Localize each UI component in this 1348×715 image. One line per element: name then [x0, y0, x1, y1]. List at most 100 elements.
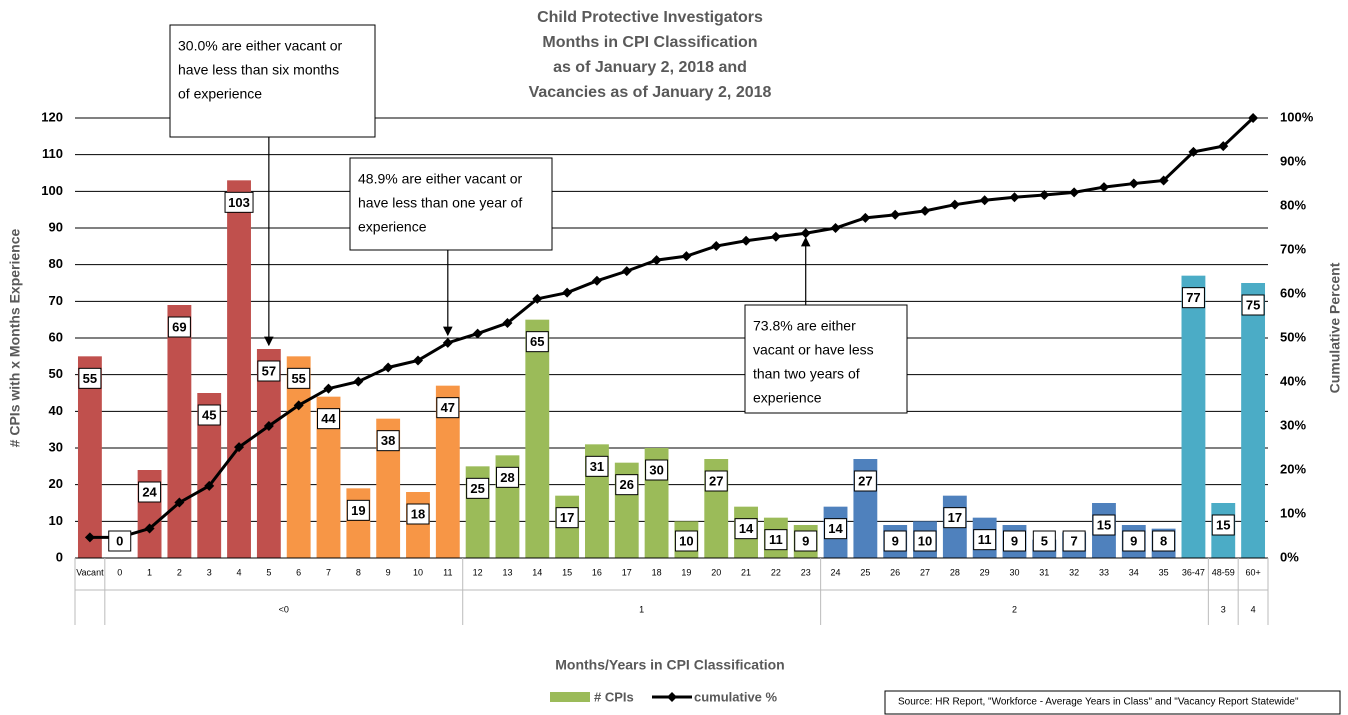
line-marker — [770, 231, 781, 242]
y2-tick-label: 80% — [1280, 197, 1306, 212]
x-tick-label: 0 — [117, 567, 122, 577]
data-label-box — [1092, 514, 1116, 536]
group-label: 1 — [639, 604, 644, 614]
bar — [376, 418, 401, 558]
data-label: 10 — [679, 533, 693, 548]
y2-tick-label: 100% — [1280, 109, 1314, 124]
x-tick-label: 31 — [1039, 567, 1049, 577]
chart-title: Vacancies as of January 2, 2018 — [529, 84, 772, 101]
group-label: 4 — [1251, 604, 1256, 614]
data-label: 55 — [83, 371, 97, 386]
y-tick-label: 20 — [49, 476, 63, 491]
data-label-box — [883, 530, 907, 552]
annotation-text: experience — [753, 390, 822, 406]
data-label: 11 — [769, 532, 783, 547]
line-marker — [681, 251, 692, 262]
x-tick-label: 25 — [860, 567, 870, 577]
x-tick-label: 16 — [592, 567, 602, 577]
line-marker — [830, 223, 841, 233]
line-marker — [1128, 178, 1139, 189]
data-label-box — [1032, 530, 1056, 552]
annotation-box — [349, 157, 553, 251]
line-marker — [323, 383, 334, 394]
data-label: 25 — [470, 481, 484, 496]
y2-tick-label: 90% — [1280, 153, 1306, 168]
data-label-box — [794, 530, 818, 552]
legend-label: cumulative % — [694, 689, 778, 704]
x-tick-label: 34 — [1129, 567, 1139, 577]
x-tick-label: 4 — [237, 567, 242, 577]
line-marker — [144, 523, 155, 534]
annotation-text: of experience — [178, 86, 262, 102]
y-axis-label: # CPIs with x Months Experience — [7, 228, 23, 447]
data-label-box — [1152, 530, 1176, 552]
bar — [435, 385, 460, 558]
data-label: 15 — [1216, 517, 1230, 532]
line-marker — [1248, 113, 1259, 123]
legend-marker — [667, 692, 677, 702]
bar — [406, 492, 430, 558]
data-label-box — [913, 530, 937, 552]
line-marker — [979, 195, 990, 206]
group-label: <0 — [279, 604, 289, 614]
data-label-box — [1181, 287, 1205, 309]
line-marker — [1218, 141, 1229, 152]
bar — [346, 488, 371, 558]
line-marker — [591, 275, 602, 286]
x-tick-label: 11 — [443, 567, 452, 577]
data-label-box — [495, 466, 519, 488]
data-label-box — [615, 474, 639, 496]
data-label-box — [138, 481, 162, 503]
line-marker — [562, 287, 573, 298]
x-tick-label: 8 — [356, 567, 361, 577]
line-marker — [1039, 190, 1050, 200]
line-marker — [353, 376, 364, 387]
line-marker — [1069, 187, 1080, 198]
data-label: 5 — [1041, 533, 1048, 548]
line-marker — [263, 421, 274, 431]
data-label: 30 — [649, 462, 663, 477]
line-marker — [174, 497, 185, 508]
data-label: 65 — [530, 334, 544, 349]
data-label: 77 — [1186, 290, 1200, 305]
y2-tick-label: 0% — [1280, 549, 1299, 564]
x-tick-label: 36-47 — [1182, 567, 1205, 577]
x-tick-label: 7 — [326, 567, 331, 577]
chart-title: as of January 2, 2018 and — [553, 59, 747, 76]
annotation-text: than two years of — [753, 366, 860, 382]
bar — [286, 356, 311, 558]
x-tick-label: 15 — [562, 567, 572, 577]
data-label: 11 — [978, 532, 992, 547]
line-marker — [741, 235, 752, 246]
line-marker — [890, 209, 901, 220]
data-label: 38 — [381, 433, 395, 448]
line-marker — [1188, 146, 1199, 157]
data-label: 27 — [858, 473, 872, 488]
x-tick-label: 33 — [1099, 567, 1109, 577]
x-tick-label: Vacant — [76, 567, 104, 577]
source-text: Source: HR Report, "Workforce - Average … — [898, 697, 1299, 708]
data-label: 69 — [172, 319, 186, 334]
x-tick-label: 19 — [681, 567, 691, 577]
bar — [227, 180, 251, 559]
data-label: 18 — [411, 506, 425, 521]
x-tick-label: 35 — [1159, 567, 1169, 577]
annotation-box — [744, 304, 908, 414]
line-marker — [383, 362, 394, 373]
x-tick-label: 10 — [413, 567, 423, 577]
line-marker — [204, 480, 215, 491]
data-label-box — [525, 331, 549, 353]
x-tick-label: 13 — [502, 567, 512, 577]
data-label: 24 — [142, 484, 157, 499]
data-label: 27 — [709, 473, 723, 488]
y-tick-label: 50 — [49, 366, 63, 381]
data-label-box — [466, 477, 490, 499]
group-label: 2 — [1012, 604, 1017, 614]
line-marker — [949, 199, 960, 210]
data-label-box — [1062, 530, 1086, 552]
legend-label: # CPIs — [594, 689, 634, 704]
data-label: 57 — [262, 363, 276, 378]
data-label-box — [257, 360, 281, 382]
line-marker — [472, 328, 483, 339]
cumulative-line — [89, 116, 1255, 539]
